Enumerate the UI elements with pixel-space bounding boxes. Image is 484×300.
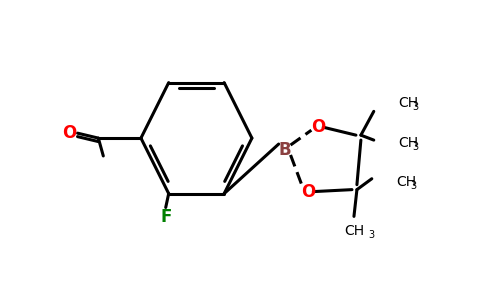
Text: 3: 3 bbox=[412, 142, 419, 152]
Text: O: O bbox=[62, 124, 77, 142]
Text: O: O bbox=[311, 118, 325, 136]
Text: CH: CH bbox=[396, 175, 417, 189]
Text: B: B bbox=[278, 141, 291, 159]
Text: O: O bbox=[301, 183, 316, 201]
Text: CH: CH bbox=[398, 136, 419, 150]
Text: 3: 3 bbox=[368, 230, 374, 240]
Text: 3: 3 bbox=[410, 181, 417, 191]
Text: F: F bbox=[160, 208, 171, 226]
Text: CH: CH bbox=[344, 224, 364, 238]
Text: 3: 3 bbox=[412, 102, 419, 112]
Text: CH: CH bbox=[398, 96, 419, 110]
